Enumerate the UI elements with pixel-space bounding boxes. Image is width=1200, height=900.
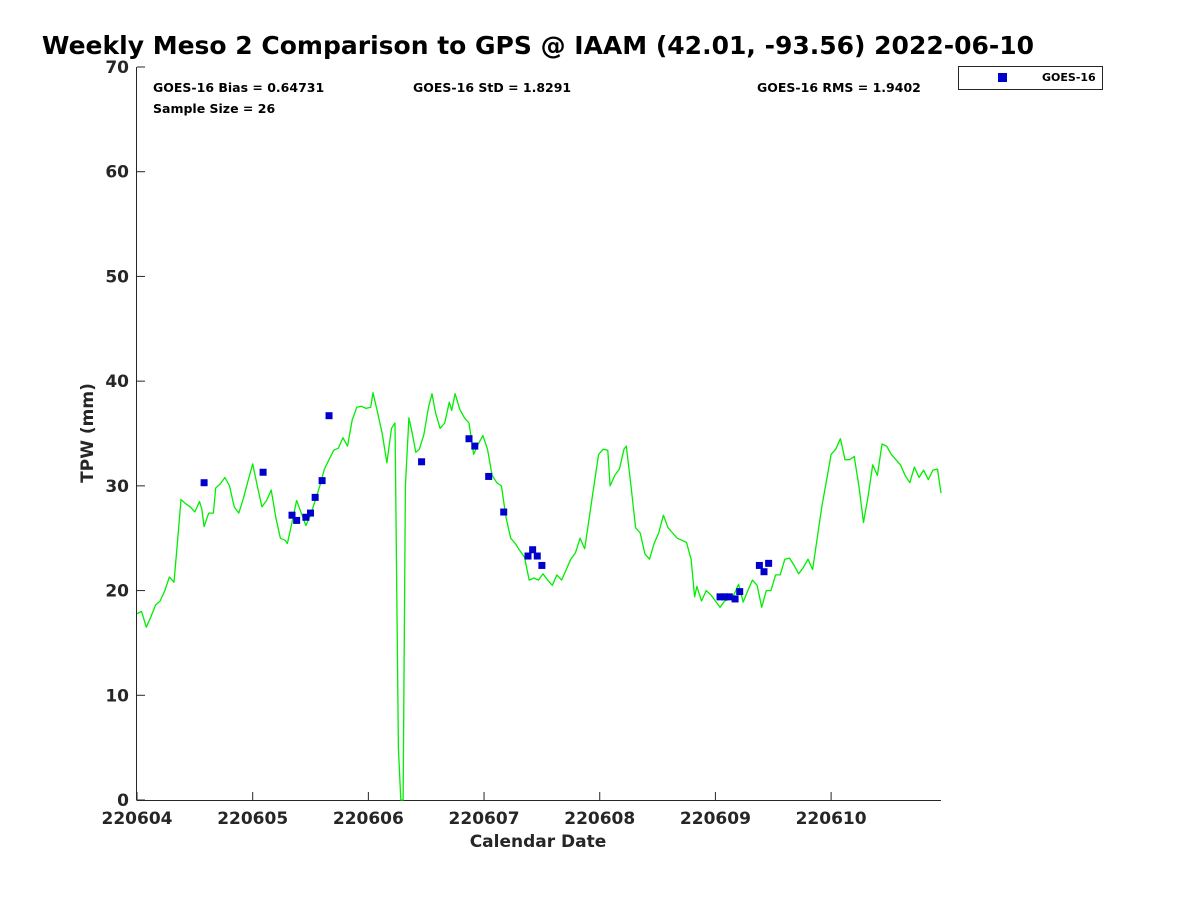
goes16-data-point: [307, 509, 315, 517]
legend-box: [958, 66, 1103, 90]
goes16-data-point: [293, 516, 301, 524]
y-axis-label: TPW (mm): [78, 383, 98, 483]
y-tick-label: 60: [105, 163, 129, 183]
y-tick-label: 20: [105, 582, 129, 602]
gps-tpw-line: [136, 392, 942, 801]
goes16-data-point: [736, 588, 744, 596]
goes16-data-point: [471, 442, 479, 450]
goes16-data-point: [760, 568, 768, 576]
x-tick-label: 220607: [449, 809, 520, 829]
chart-title: Weekly Meso 2 Comparison to GPS @ IAAM (…: [42, 31, 1034, 60]
goes16-data-point: [259, 468, 267, 476]
stat-rms: GOES-16 RMS = 1.9402: [757, 80, 921, 95]
goes16-data-point: [485, 472, 493, 480]
x-axis-label: Calendar Date: [470, 832, 607, 852]
x-axis-ticks: 220604 220605 220606 220607 220608 220609 2206…: [102, 792, 867, 829]
legend-marker-goes16: [998, 73, 1007, 82]
goes16-data-point: [418, 458, 426, 466]
goes16-data-point: [325, 412, 333, 420]
stat-bias: GOES-16 Bias = 0.64731: [153, 80, 324, 95]
goes16-data-point: [725, 593, 733, 601]
y-tick-label: 10: [105, 686, 129, 706]
goes16-data-point: [538, 561, 546, 569]
goes16-data-point: [755, 561, 763, 569]
plot-area: 0 10 20 30 40 50 60 70 220604 220605 220606 220607…: [102, 58, 942, 829]
goes16-data-point: [716, 593, 724, 601]
stat-sample-size: Sample Size = 26: [153, 101, 275, 116]
goes16-data-point: [731, 595, 739, 603]
gps-line-layer: [136, 392, 942, 801]
y-tick-label: 0: [117, 791, 129, 811]
goes16-data-point: [200, 479, 208, 487]
x-tick-label: 220610: [796, 809, 867, 829]
x-tick-label: 220605: [217, 809, 288, 829]
y-tick-label: 50: [105, 267, 129, 287]
stat-std: GOES-16 StD = 1.8291: [413, 80, 571, 95]
goes16-points-layer: [200, 412, 773, 603]
x-tick-label: 220604: [102, 809, 173, 829]
goes16-data-point: [524, 552, 532, 560]
y-tick-label: 40: [105, 372, 129, 392]
goes16-data-point: [529, 546, 537, 554]
x-tick-label: 220609: [680, 809, 751, 829]
goes16-data-point: [318, 477, 326, 485]
y-tick-label: 70: [105, 58, 129, 78]
goes16-data-point: [311, 493, 319, 501]
legend: GOES-16: [958, 66, 1103, 90]
goes16-data-point: [721, 593, 729, 601]
legend-label-goes16: GOES-16: [1042, 71, 1096, 84]
goes16-data-point: [500, 508, 508, 516]
goes16-data-point: [288, 511, 296, 519]
goes16-data-point: [465, 435, 473, 443]
x-tick-label: 220608: [564, 809, 635, 829]
goes16-data-point: [533, 552, 541, 560]
x-tick-label: 220606: [333, 809, 404, 829]
goes16-data-point: [765, 559, 773, 567]
y-axis-ticks: 0 10 20 30 40 50 60 70: [105, 58, 145, 811]
goes16-data-point: [302, 513, 310, 521]
y-tick-label: 30: [105, 477, 129, 497]
